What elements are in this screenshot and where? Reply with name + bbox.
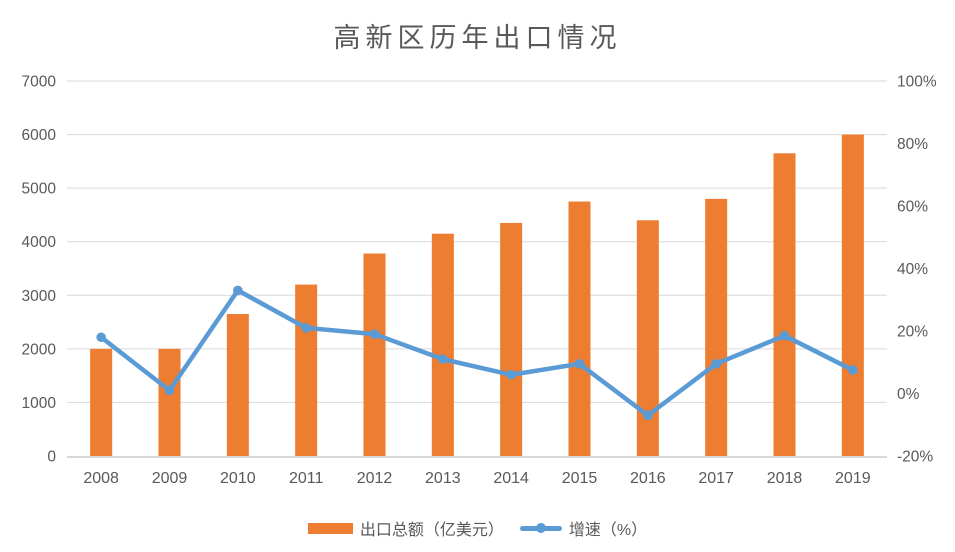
x-tick-label-2016: 2016 <box>630 470 666 487</box>
line-marker-2010 <box>233 285 243 296</box>
legend-item-exports: 出口总额（亿美元） <box>307 516 504 540</box>
bar-2009 <box>158 348 181 456</box>
legend-label-growth: 增速（%） <box>568 522 648 539</box>
y-left-tick-label: 1000 <box>22 395 57 412</box>
line-marker-2017 <box>711 359 721 369</box>
y-left-tick-label: 2000 <box>22 341 57 358</box>
line-marker-2019 <box>848 365 858 375</box>
y-right-tick-label: 20% <box>897 324 928 341</box>
bar-2019 <box>841 134 864 457</box>
bar-2011 <box>295 284 318 456</box>
bar-2012 <box>363 253 386 456</box>
bar-2017 <box>705 198 728 456</box>
line-marker-2018 <box>779 330 790 341</box>
chart-legend: 出口总额（亿美元） 增速（%） <box>0 516 955 540</box>
line-marker-2008 <box>96 332 106 343</box>
line-marker-2011 <box>301 323 311 333</box>
line-marker-2009 <box>164 385 175 396</box>
line-marker-2013 <box>438 354 448 364</box>
x-tick-label-2012: 2012 <box>357 470 393 487</box>
bar-2015 <box>568 201 591 456</box>
y-right-tick-label: -20% <box>897 449 933 466</box>
y-left-tick-label: 6000 <box>22 127 57 144</box>
x-tick-label-2017: 2017 <box>698 470 734 487</box>
x-tick-label-2009: 2009 <box>152 470 188 487</box>
y-left-tick-label: 4000 <box>22 234 57 251</box>
y-right-tick-label: 100% <box>897 74 937 91</box>
y-left-tick-label: 3000 <box>22 288 57 305</box>
line-series-swatch <box>519 523 562 533</box>
line-marker-2015 <box>574 359 585 369</box>
x-tick-label-2011: 2011 <box>289 470 324 487</box>
bar-series-swatch <box>307 522 353 534</box>
bar-2014 <box>500 222 523 456</box>
y-right-tick-label: 0% <box>897 386 920 403</box>
chart-title: 高新区历年出口情况 <box>333 23 622 53</box>
x-tick-label-2018: 2018 <box>767 470 803 487</box>
y-left-tick-label: 5000 <box>22 181 57 198</box>
y-left-tick-label: 7000 <box>22 74 57 91</box>
legend-label-exports: 出口总额（亿美元） <box>359 522 504 539</box>
y-left-tick-label: 0 <box>47 449 56 466</box>
x-tick-label-2014: 2014 <box>493 470 529 487</box>
y-right-tick-label: 40% <box>897 261 928 278</box>
line-marker-2012 <box>369 329 380 339</box>
bar-2010 <box>226 314 249 456</box>
x-tick-label-2015: 2015 <box>562 470 598 487</box>
bar-2008 <box>90 348 113 456</box>
line-marker-2014 <box>506 369 516 380</box>
x-tick-label-2008: 2008 <box>83 470 119 487</box>
x-tick-label-2013: 2013 <box>425 470 461 487</box>
bar-2016 <box>636 220 659 456</box>
bar-2018 <box>773 153 796 457</box>
bar-2013 <box>431 233 454 456</box>
legend-item-growth: 增速（%） <box>519 516 648 540</box>
x-tick-label-2019: 2019 <box>835 470 871 487</box>
line-series-marker-icon <box>535 523 546 533</box>
y-right-tick-label: 80% <box>897 136 928 153</box>
growth-line <box>98 288 856 418</box>
line-marker-2016 <box>643 410 653 421</box>
x-tick-label-2010: 2010 <box>220 470 256 487</box>
y-right-tick-label: 60% <box>897 199 928 216</box>
